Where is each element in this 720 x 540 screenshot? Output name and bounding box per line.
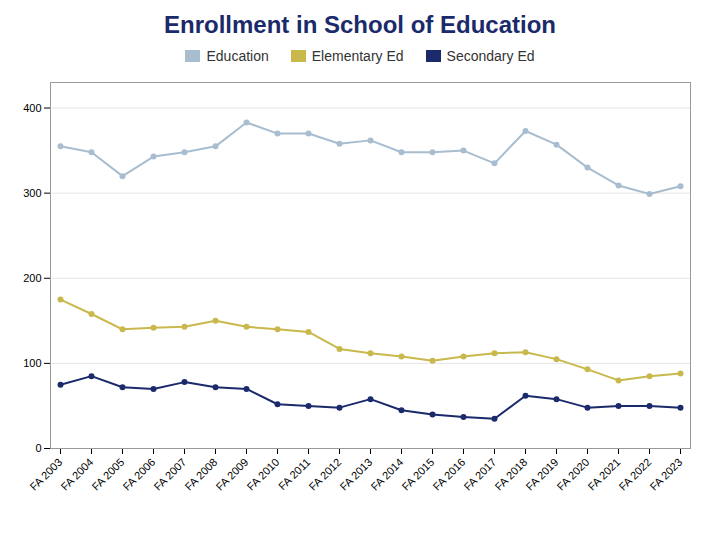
svg-text:FA 2020: FA 2020 xyxy=(554,456,591,493)
svg-text:FA 2005: FA 2005 xyxy=(89,456,126,493)
svg-text:FA 2012: FA 2012 xyxy=(306,456,343,493)
svg-text:200: 200 xyxy=(23,272,41,284)
svg-text:FA 2006: FA 2006 xyxy=(120,456,157,493)
svg-text:FA 2023: FA 2023 xyxy=(647,456,684,493)
svg-text:FA 2015: FA 2015 xyxy=(399,456,436,493)
svg-text:FA 2009: FA 2009 xyxy=(213,456,250,493)
svg-text:FA 2010: FA 2010 xyxy=(244,456,281,493)
svg-text:FA 2019: FA 2019 xyxy=(523,456,560,493)
svg-text:300: 300 xyxy=(23,187,41,199)
svg-text:FA 2003: FA 2003 xyxy=(27,456,64,493)
svg-text:FA 2014: FA 2014 xyxy=(368,456,405,493)
svg-text:FA 2011: FA 2011 xyxy=(276,456,312,492)
svg-text:FA 2017: FA 2017 xyxy=(461,456,498,493)
svg-text:FA 2018: FA 2018 xyxy=(492,456,529,493)
svg-text:FA 2016: FA 2016 xyxy=(430,456,467,493)
svg-text:0: 0 xyxy=(35,442,41,454)
svg-text:100: 100 xyxy=(23,357,41,369)
svg-text:400: 400 xyxy=(23,102,41,114)
svg-text:FA 2007: FA 2007 xyxy=(151,456,188,493)
html-text:Secondary Ed: Secondary Ed xyxy=(446,48,535,64)
svg-text:FA 2008: FA 2008 xyxy=(182,456,219,493)
svg-text:FA 2022: FA 2022 xyxy=(616,456,653,493)
html-text:Education: Education xyxy=(206,48,269,64)
html-text:Enrollment in School of Educat: Enrollment in School of Education xyxy=(164,11,556,38)
svg-text:FA 2021: FA 2021 xyxy=(585,456,622,493)
svg-text:FA 2013: FA 2013 xyxy=(337,456,374,493)
svg-text:FA 2004: FA 2004 xyxy=(58,456,95,493)
html-text:Elementary Ed: Elementary Ed xyxy=(311,48,404,64)
